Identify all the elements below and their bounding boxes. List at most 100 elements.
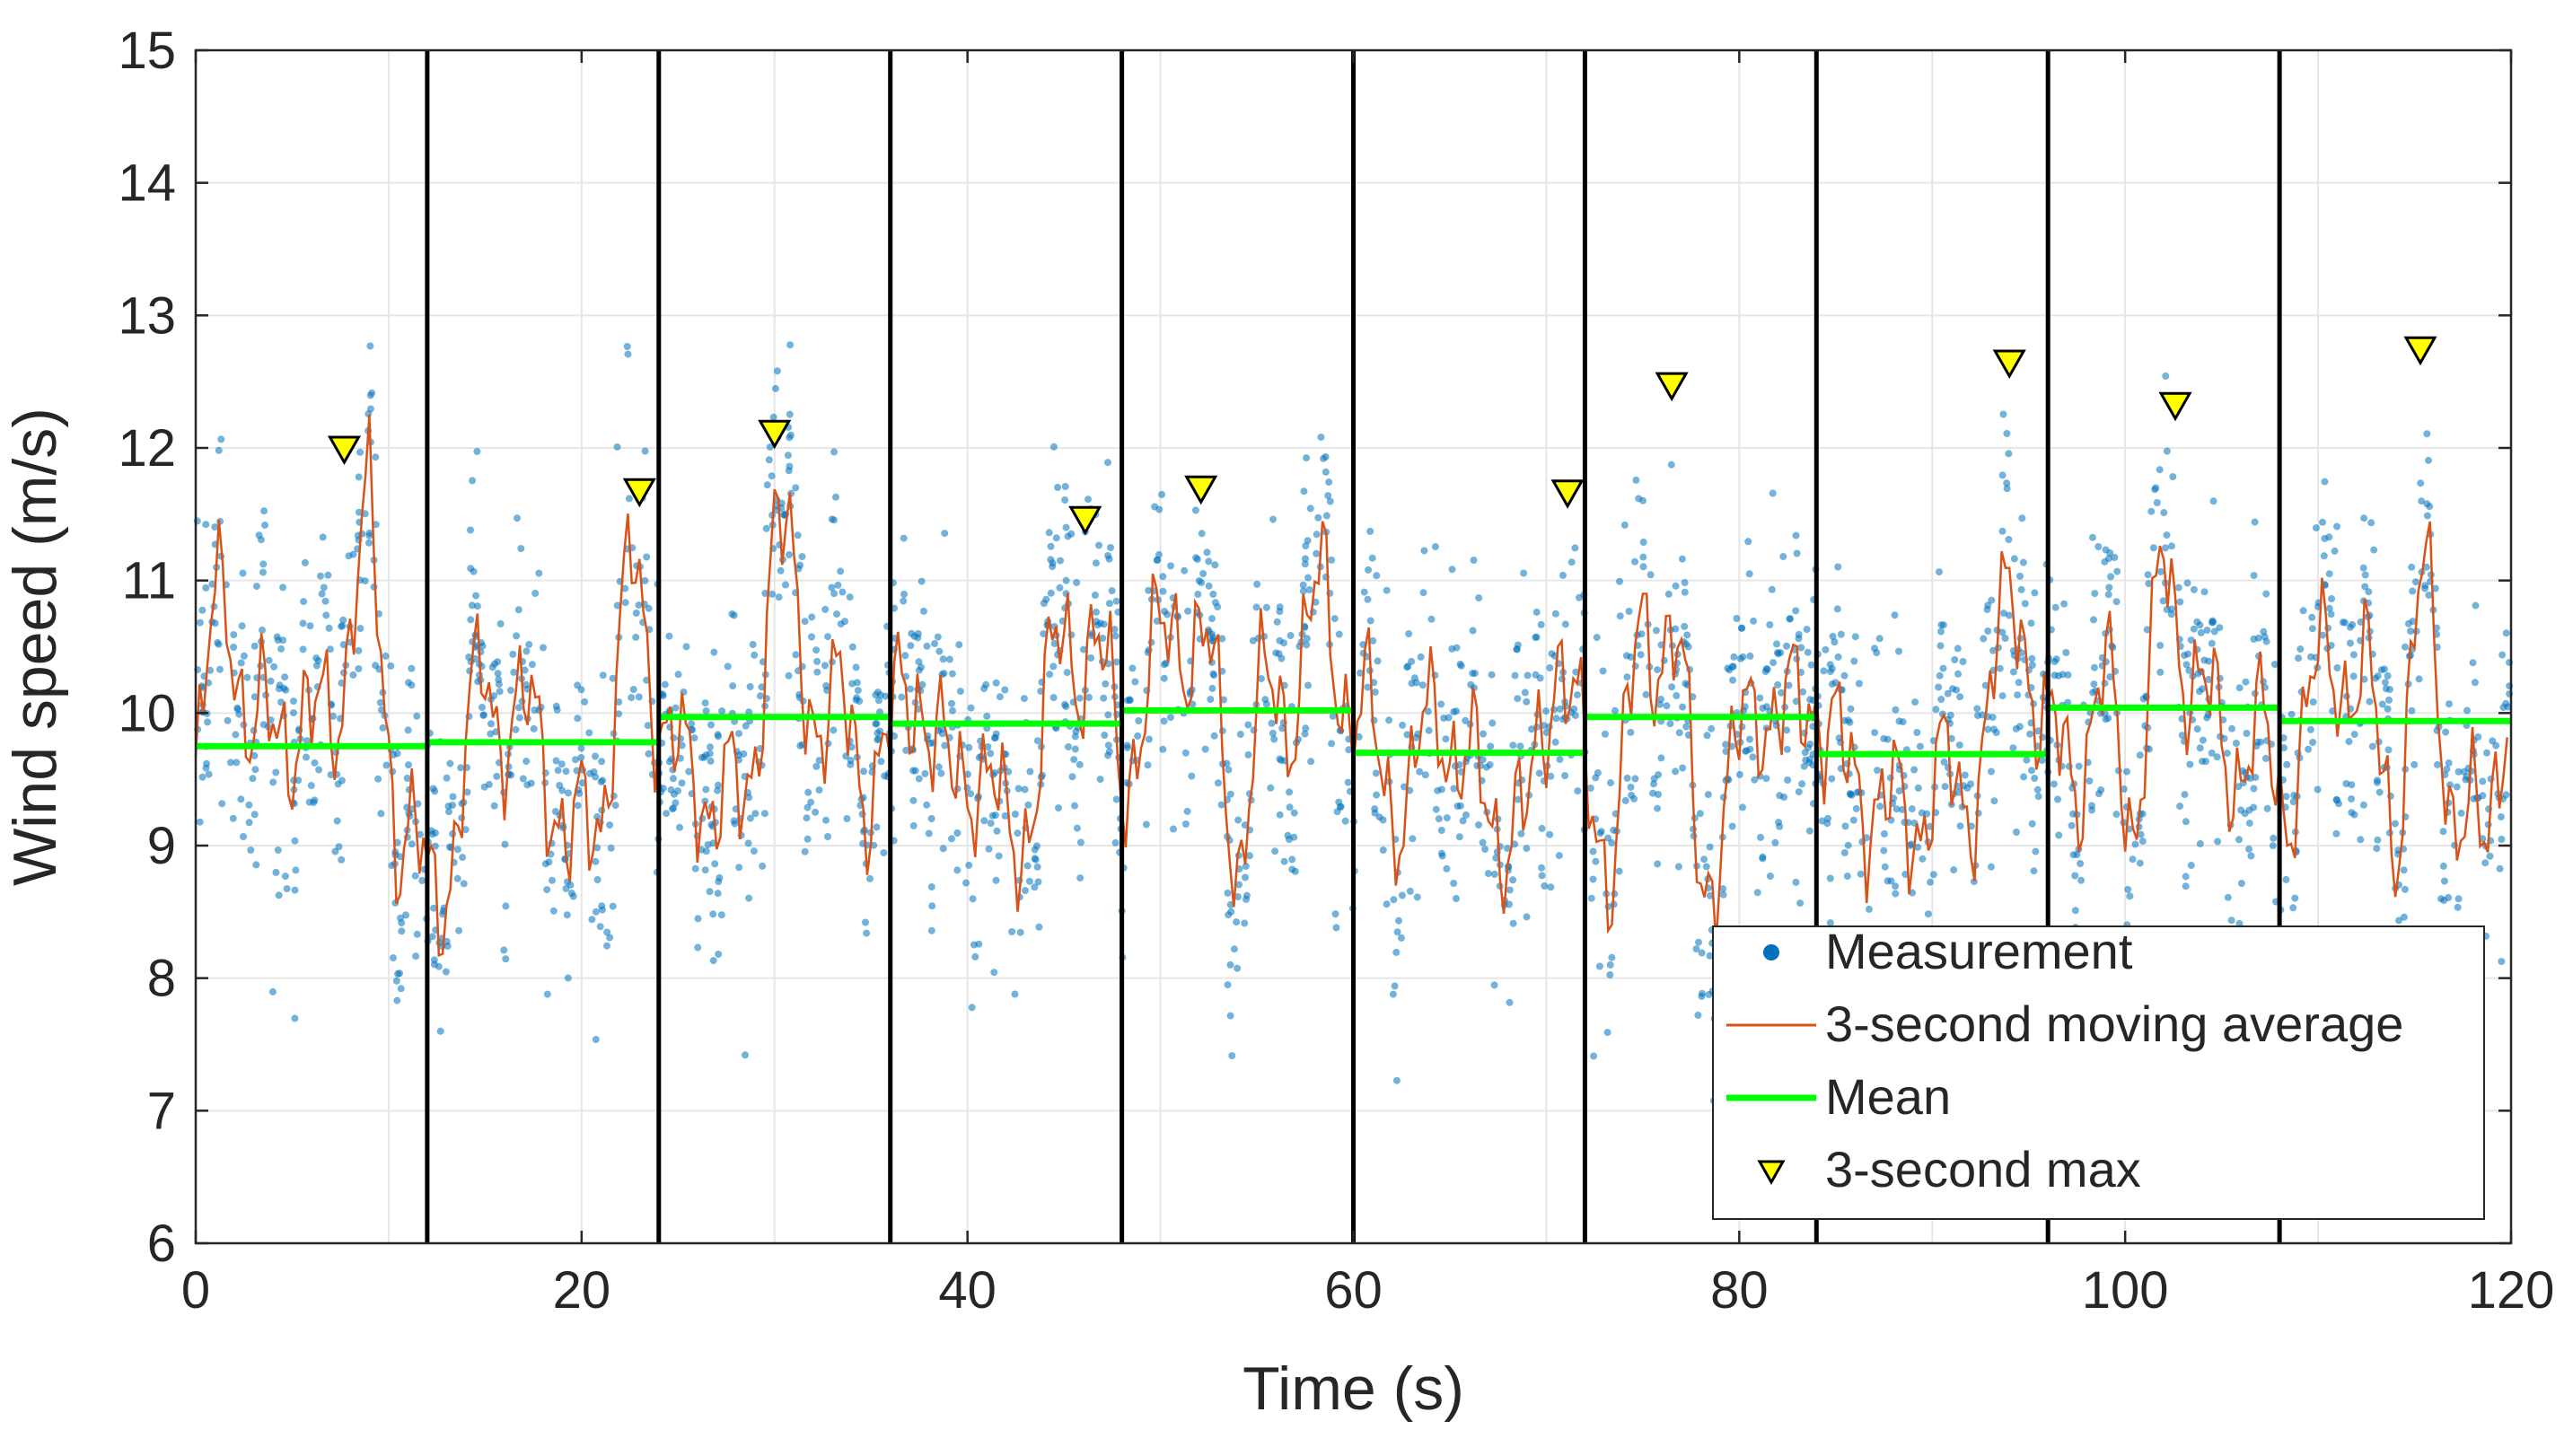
- axes: [194, 48, 2513, 1245]
- measurement-point: [1322, 512, 1330, 520]
- measurement-point: [1746, 735, 1753, 743]
- measurement-point: [467, 526, 474, 534]
- measurement-point: [490, 692, 498, 700]
- measurement-point: [1224, 981, 1232, 989]
- measurement-point: [374, 775, 382, 783]
- measurement-point: [1769, 489, 1777, 497]
- measurement-point: [902, 746, 910, 754]
- measurement-point: [1939, 664, 1947, 672]
- measurement-point: [792, 651, 800, 659]
- measurement-point: [606, 934, 614, 942]
- measurement-point: [2214, 838, 2222, 846]
- measurement-point: [1105, 748, 1113, 756]
- measurement-point: [530, 724, 538, 732]
- measurement-point: [702, 785, 710, 794]
- measurement-point: [196, 618, 204, 627]
- measurement-point: [1895, 717, 1903, 725]
- measurement-point: [1998, 692, 2007, 700]
- measurement-point: [565, 789, 572, 797]
- measurement-point: [2349, 651, 2358, 659]
- measurement-point: [229, 814, 237, 822]
- measurement-point: [1412, 733, 1420, 741]
- measurement-point: [1049, 662, 1058, 671]
- measurement-point: [1368, 554, 1376, 562]
- measurement-point: [1786, 615, 1794, 623]
- measurement-point: [390, 750, 398, 759]
- measurement-point: [1226, 1012, 1234, 1020]
- measurement-point: [2162, 372, 2170, 380]
- measurement-point: [2291, 894, 2299, 902]
- measurement-point: [711, 860, 719, 868]
- measurement-point: [574, 715, 582, 723]
- measurement-point: [1304, 537, 1312, 545]
- measurement-point: [763, 481, 771, 489]
- measurement-point: [1040, 630, 1048, 638]
- measurement-point: [408, 664, 416, 672]
- measurement-point: [338, 855, 346, 864]
- measurement-point: [1649, 789, 1656, 797]
- measurement-point: [1016, 928, 1024, 936]
- measurement-point: [2003, 479, 2011, 487]
- measurement-point: [240, 652, 248, 660]
- measurement-point: [1102, 680, 1110, 688]
- measurement-point: [663, 810, 671, 818]
- measurement-point: [2064, 671, 2072, 679]
- measurement-point: [1847, 790, 1855, 798]
- measurement-point: [515, 704, 523, 712]
- measurement-point: [900, 597, 908, 605]
- measurement-point: [2382, 685, 2390, 693]
- measurement-point: [1244, 721, 1252, 729]
- measurement-point: [259, 721, 268, 729]
- measurement-point: [1399, 721, 1407, 729]
- measurement-point: [830, 590, 839, 598]
- measurement-point: [853, 679, 861, 687]
- measurement-point: [418, 877, 426, 884]
- measurement-point: [502, 902, 510, 910]
- measurement-point: [2374, 836, 2382, 844]
- measurement-point: [1198, 530, 1206, 538]
- measurement-point: [2342, 780, 2350, 787]
- measurement-point: [804, 803, 812, 811]
- measurement-point: [2498, 651, 2507, 659]
- measurement-point: [2395, 917, 2402, 925]
- measurement-point: [2156, 642, 2165, 650]
- measurement-point: [1101, 732, 1109, 739]
- measurement-point: [678, 741, 686, 750]
- measurement-point: [718, 707, 726, 715]
- measurement-point: [2028, 654, 2036, 662]
- measurement-point: [1621, 796, 1629, 804]
- x-axis-label: Time (s): [1243, 1355, 1464, 1423]
- measurement-point: [390, 954, 397, 962]
- measurement-point: [1620, 521, 1629, 529]
- measurement-point: [574, 681, 582, 689]
- measurement-point: [934, 633, 942, 641]
- measurement-point: [1203, 548, 1211, 557]
- measurement-point: [2160, 509, 2168, 517]
- measurement-point: [1405, 630, 1413, 638]
- measurement-point: [995, 852, 1003, 860]
- measurement-point: [1306, 504, 1314, 513]
- measurement-point: [1606, 960, 1614, 969]
- measurement-point: [1698, 992, 1706, 1000]
- measurement-point: [607, 844, 615, 852]
- max-marker-5: [1550, 479, 1585, 509]
- measurement-point: [1547, 883, 1555, 891]
- measurement-point: [2400, 913, 2408, 921]
- measurement-point: [457, 764, 465, 772]
- measurement-point: [1784, 776, 1792, 784]
- measurement-point: [1532, 608, 1541, 616]
- measurement-point: [873, 823, 881, 831]
- measurement-point: [1183, 807, 1191, 815]
- measurement-point: [402, 911, 409, 919]
- measurement-point: [1079, 645, 1087, 653]
- measurement-point: [1698, 949, 1706, 957]
- y-tick-label-7: 7: [147, 1082, 176, 1140]
- measurement-point: [2168, 542, 2175, 550]
- measurement-point: [2305, 745, 2313, 753]
- measurement-point: [2071, 872, 2079, 880]
- measurement-point: [1616, 612, 1624, 620]
- measurement-point: [1745, 570, 1753, 578]
- measurement-point: [1217, 801, 1225, 809]
- measurement-point: [1181, 566, 1189, 575]
- measurement-point: [1207, 696, 1215, 704]
